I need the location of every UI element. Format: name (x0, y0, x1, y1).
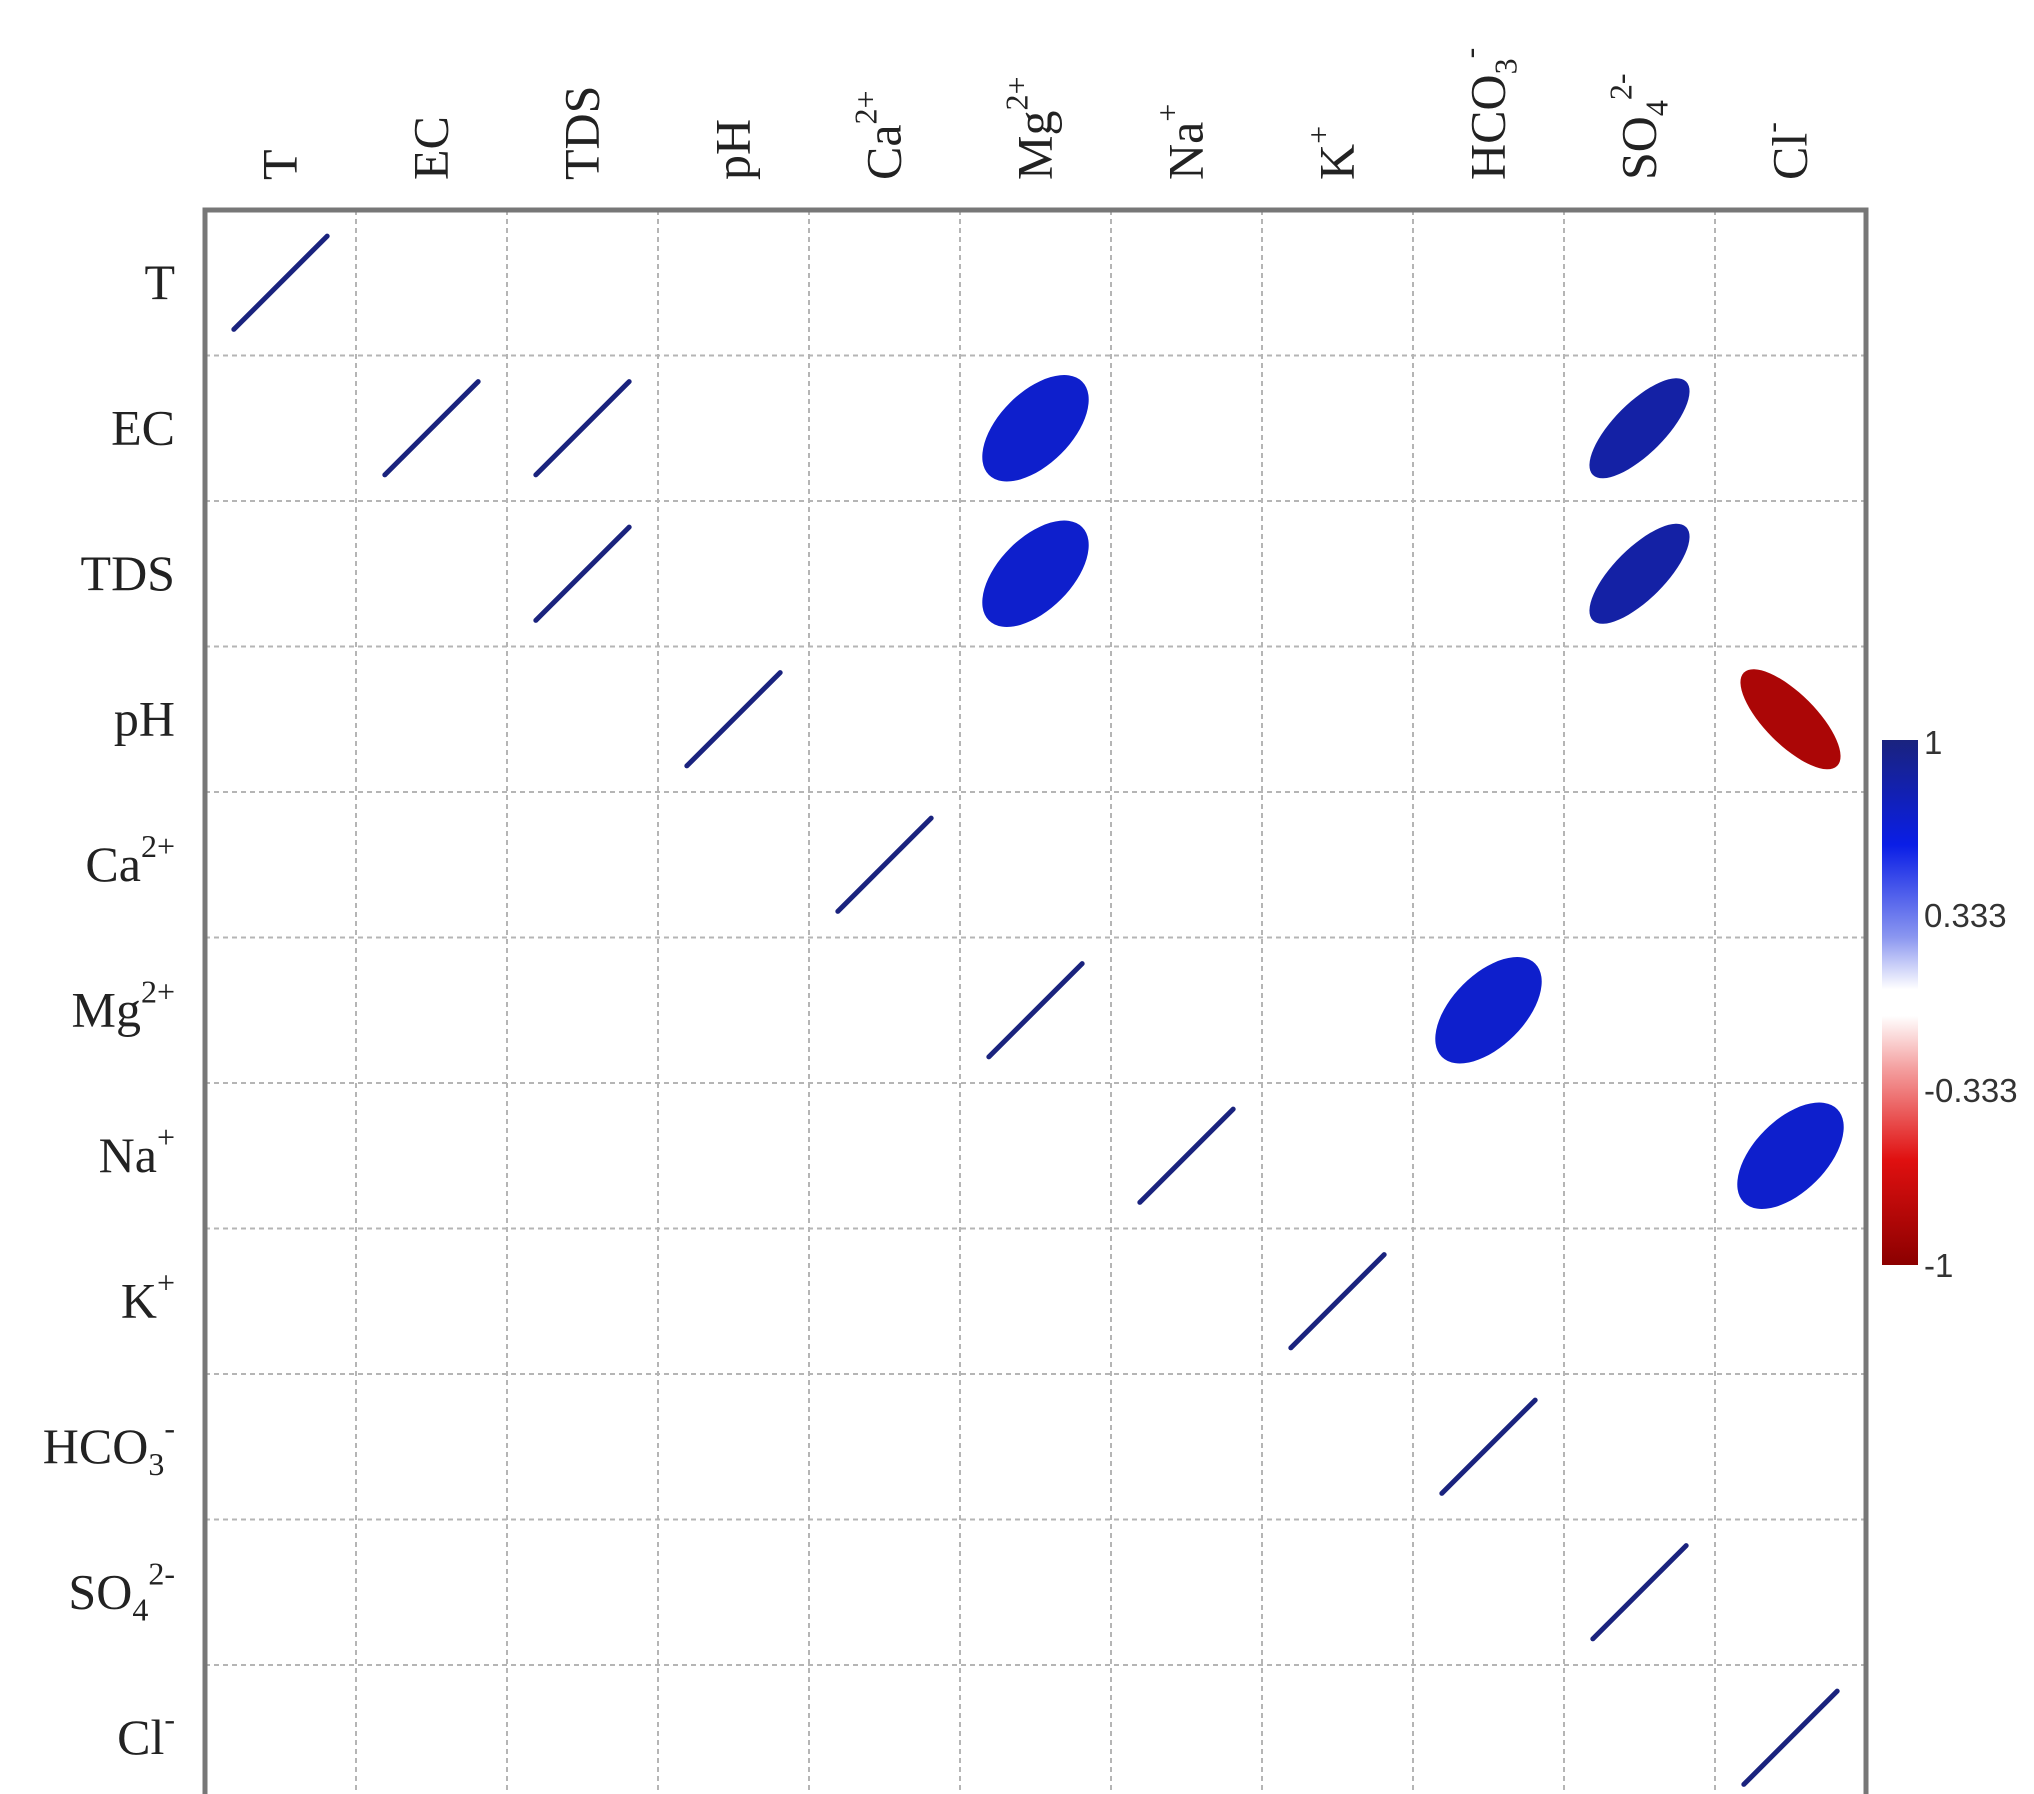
column-label-hco: HCO3- (1452, 48, 1524, 180)
row-label-na-base: Na (99, 1127, 157, 1183)
column-label-na-base: Na (1158, 122, 1214, 180)
row-label-cl-base: Cl (117, 1709, 164, 1765)
column-label-t-base: T (252, 149, 308, 180)
colorbar-tick-label: -1 (1924, 1247, 1953, 1284)
row-label-na-superscript: + (157, 1119, 175, 1155)
row-label-t: T (144, 254, 175, 310)
ellipse-ec-tds (533, 379, 632, 478)
row-label-t-base: T (144, 254, 175, 310)
column-labels: T EC TDS pH Ca2+Mg2+Na+K+ HCO3-SO42-Cl- (252, 48, 1818, 180)
ellipse-t-t (231, 233, 330, 332)
ellipse-ph-ph (684, 670, 783, 769)
column-label-na-superscript: + (1150, 104, 1186, 122)
row-label-na: Na+ (99, 1119, 175, 1183)
colorbar-tick-label: -0.333 (1924, 1072, 2018, 1109)
ellipse-mg-mg (986, 961, 1085, 1060)
row-label-k-base: K (121, 1272, 157, 1328)
ellipse-mg-hco (1435, 957, 1542, 1064)
row-label-ca: Ca2+ (85, 828, 175, 892)
column-label-t: T (252, 149, 308, 180)
row-label-k: K+ (121, 1264, 175, 1328)
column-label-so-superscript: 2- (1603, 73, 1639, 100)
row-label-hco-subscript: 3 (148, 1446, 164, 1482)
colorbar-gradient (1882, 740, 1918, 1265)
column-label-so-subscript: 4 (1639, 100, 1675, 116)
grid-lines (205, 210, 1866, 1794)
ellipse-na-na (1137, 1106, 1236, 1205)
column-label-na: Na+ (1150, 104, 1214, 180)
column-label-ca-base: Ca (856, 124, 912, 180)
row-label-cl: Cl- (117, 1701, 175, 1765)
ellipse-ec-so (1589, 378, 1690, 479)
row-label-ec-base: EC (111, 399, 175, 455)
column-label-k: K+ (1301, 126, 1365, 180)
column-label-ca: Ca2+ (848, 90, 912, 180)
ellipse-tds-mg (982, 520, 1089, 627)
row-label-so-subscript: 4 (132, 1591, 148, 1627)
row-label-cl-superscript: - (164, 1701, 175, 1737)
colorbar: 1 0.333 -0.333 -1 (1882, 724, 2018, 1284)
row-label-ec: EC (111, 399, 175, 455)
column-label-mg: Mg2+ (999, 76, 1063, 180)
ellipse-ph-cl (1740, 669, 1841, 770)
column-label-hco-base: HCO (1460, 74, 1516, 180)
row-label-tds-base: TDS (81, 545, 175, 601)
column-label-k-superscript: + (1301, 126, 1337, 144)
row-label-hco-superscript: - (164, 1410, 175, 1446)
colorbar-tick-label: 0.333 (1924, 897, 2007, 934)
ellipse-k-k (1288, 1252, 1387, 1351)
column-label-hco-subscript: 3 (1488, 58, 1524, 74)
ellipse-ca-ca (835, 815, 934, 914)
row-label-ca-base: Ca (85, 836, 141, 892)
row-label-mg-base: Mg (71, 981, 140, 1037)
row-label-mg-superscript: 2+ (141, 973, 175, 1009)
column-label-so: SO42- (1603, 73, 1675, 180)
column-label-so-base: SO (1611, 116, 1667, 180)
row-label-ph: pH (114, 690, 175, 746)
row-label-hco: HCO3- (43, 1410, 175, 1482)
plot-frame (202, 207, 1869, 1794)
column-label-tds-base: TDS (554, 86, 610, 180)
column-label-ph: pH (705, 119, 761, 180)
correlation-marks (231, 233, 1844, 1787)
ellipse-tds-so (1589, 523, 1690, 624)
ellipse-cl-cl (1741, 1688, 1840, 1787)
row-label-ph-base: pH (114, 690, 175, 746)
column-label-cl-superscript: - (1754, 122, 1790, 133)
column-label-ca-superscript: 2+ (848, 90, 884, 124)
ellipse-ec-mg (982, 375, 1089, 482)
column-label-ec: EC (403, 116, 459, 180)
row-label-k-superscript: + (157, 1264, 175, 1300)
column-label-mg-superscript: 2+ (999, 76, 1035, 110)
ellipse-ec-ec (382, 379, 481, 478)
row-label-so-base: SO (68, 1563, 132, 1619)
row-label-so: SO42- (68, 1555, 175, 1627)
ellipse-tds-tds (533, 524, 632, 623)
row-label-ca-superscript: 2+ (141, 828, 175, 864)
column-label-tds: TDS (554, 86, 610, 180)
ellipse-so-so (1590, 1543, 1689, 1642)
ellipse-na-cl (1737, 1102, 1844, 1209)
row-label-so-superscript: 2- (148, 1555, 175, 1591)
ellipse-hco-hco (1439, 1397, 1538, 1496)
column-label-mg-base: Mg (1007, 111, 1063, 180)
row-label-tds: TDS (81, 545, 175, 601)
column-label-cl: Cl- (1754, 122, 1818, 180)
row-label-mg: Mg2+ (71, 973, 175, 1037)
column-label-hco-superscript: - (1452, 48, 1488, 59)
colorbar-tick-label: 1 (1924, 724, 1942, 761)
column-label-ec-base: EC (403, 116, 459, 180)
column-label-k-base: K (1309, 144, 1365, 180)
column-label-ph-base: pH (705, 119, 761, 180)
column-label-cl-base: Cl (1762, 133, 1818, 180)
row-label-hco-base: HCO (43, 1418, 149, 1474)
